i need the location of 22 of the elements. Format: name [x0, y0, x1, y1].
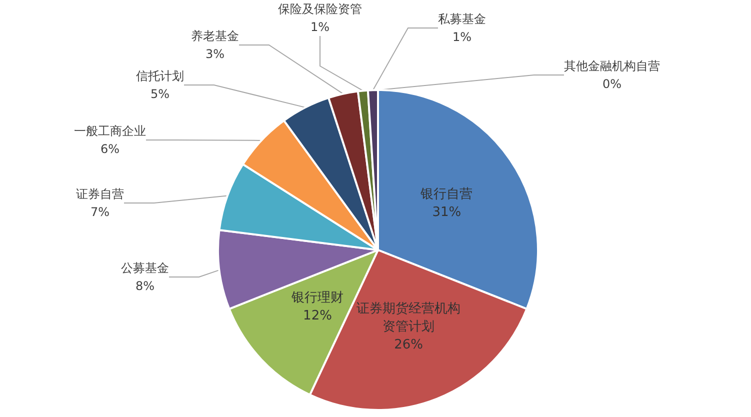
slice-label: 公募基金 [121, 261, 169, 275]
slice-label: 银行自营 [420, 186, 473, 202]
data-label: 5% [150, 87, 170, 101]
data-label: 12% [303, 308, 332, 324]
data-label: 7% [90, 205, 110, 219]
data-label: 8% [135, 279, 155, 293]
text: 0% [602, 77, 622, 91]
category-label: 其他金融机构自营 [564, 59, 660, 73]
slice-label: 养老基金 [191, 29, 239, 43]
data-label: 1% [310, 20, 330, 34]
data-label: 26% [394, 338, 424, 353]
slice-label: 一般工商企业 [74, 124, 146, 138]
data-label: 31% [432, 204, 462, 220]
slice-label: 证券期货经营机构资管计划 [356, 302, 461, 335]
slice-label: 私募基金 [438, 12, 486, 26]
slice-label: 证券自营 [76, 187, 124, 201]
slice-label: 银行理财 [290, 290, 344, 306]
data-label: 6% [100, 142, 120, 156]
slice-label: 保险及保险资管 [278, 2, 362, 16]
slice-label: 信托计划 [136, 69, 184, 83]
data-label: 3% [205, 47, 225, 61]
data-label: 1% [452, 30, 472, 44]
